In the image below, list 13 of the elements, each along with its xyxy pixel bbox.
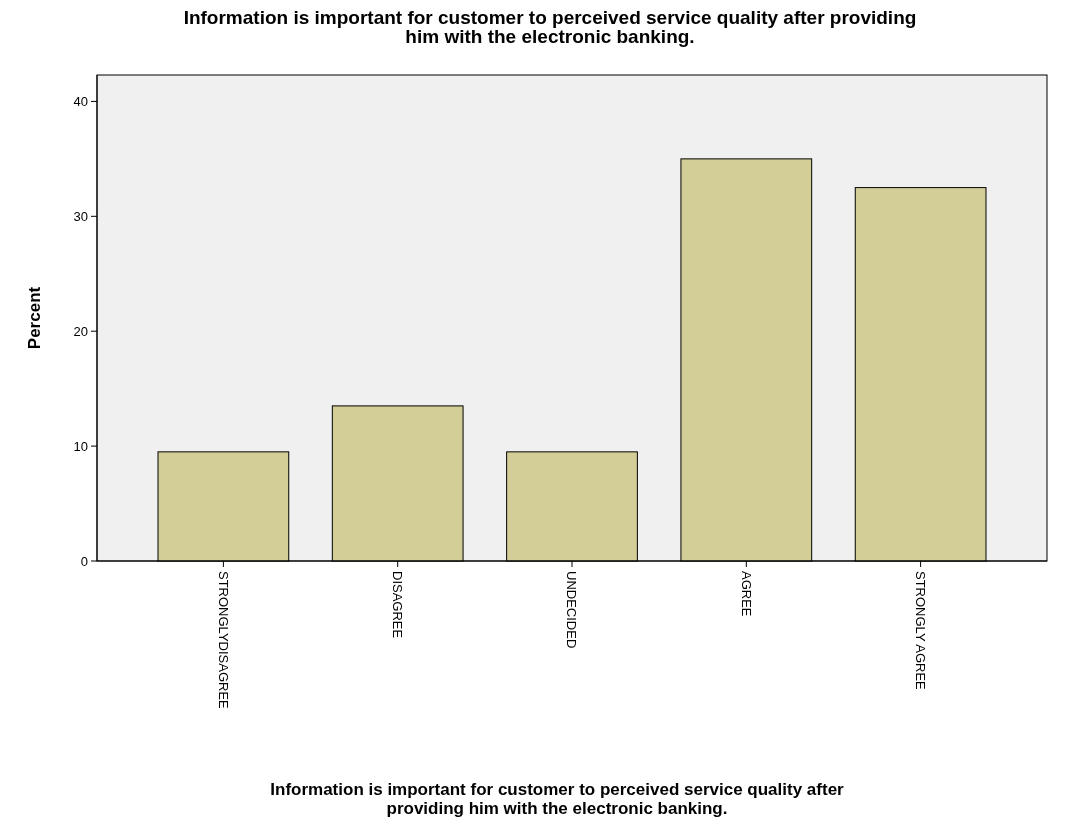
x-tick-label: STRONGLYDISAGREE — [215, 571, 231, 710]
chart-title: Information is important for customer to perceived service quality after providing him with the electronic banking. — [183, 7, 917, 47]
y-tick-label: 20 — [73, 323, 88, 339]
y-tick-label: 10 — [73, 438, 88, 454]
y-tick-label: 0 — [80, 553, 88, 569]
y-axis-title: Percent — [25, 286, 44, 350]
y-tick-label: 30 — [73, 208, 88, 224]
x-tick-label: UNDECIDED — [564, 571, 580, 649]
y-tick-label: 40 — [73, 93, 88, 109]
x-axis-title: Information is important for customer to perceived service quality after providing him with the electronic banking. — [270, 780, 845, 818]
x-tick-label: STRONGLY AGREE — [913, 571, 929, 691]
x-tick-label: DISAGREE — [390, 571, 406, 639]
x-tick-label: AGREE — [738, 571, 754, 617]
